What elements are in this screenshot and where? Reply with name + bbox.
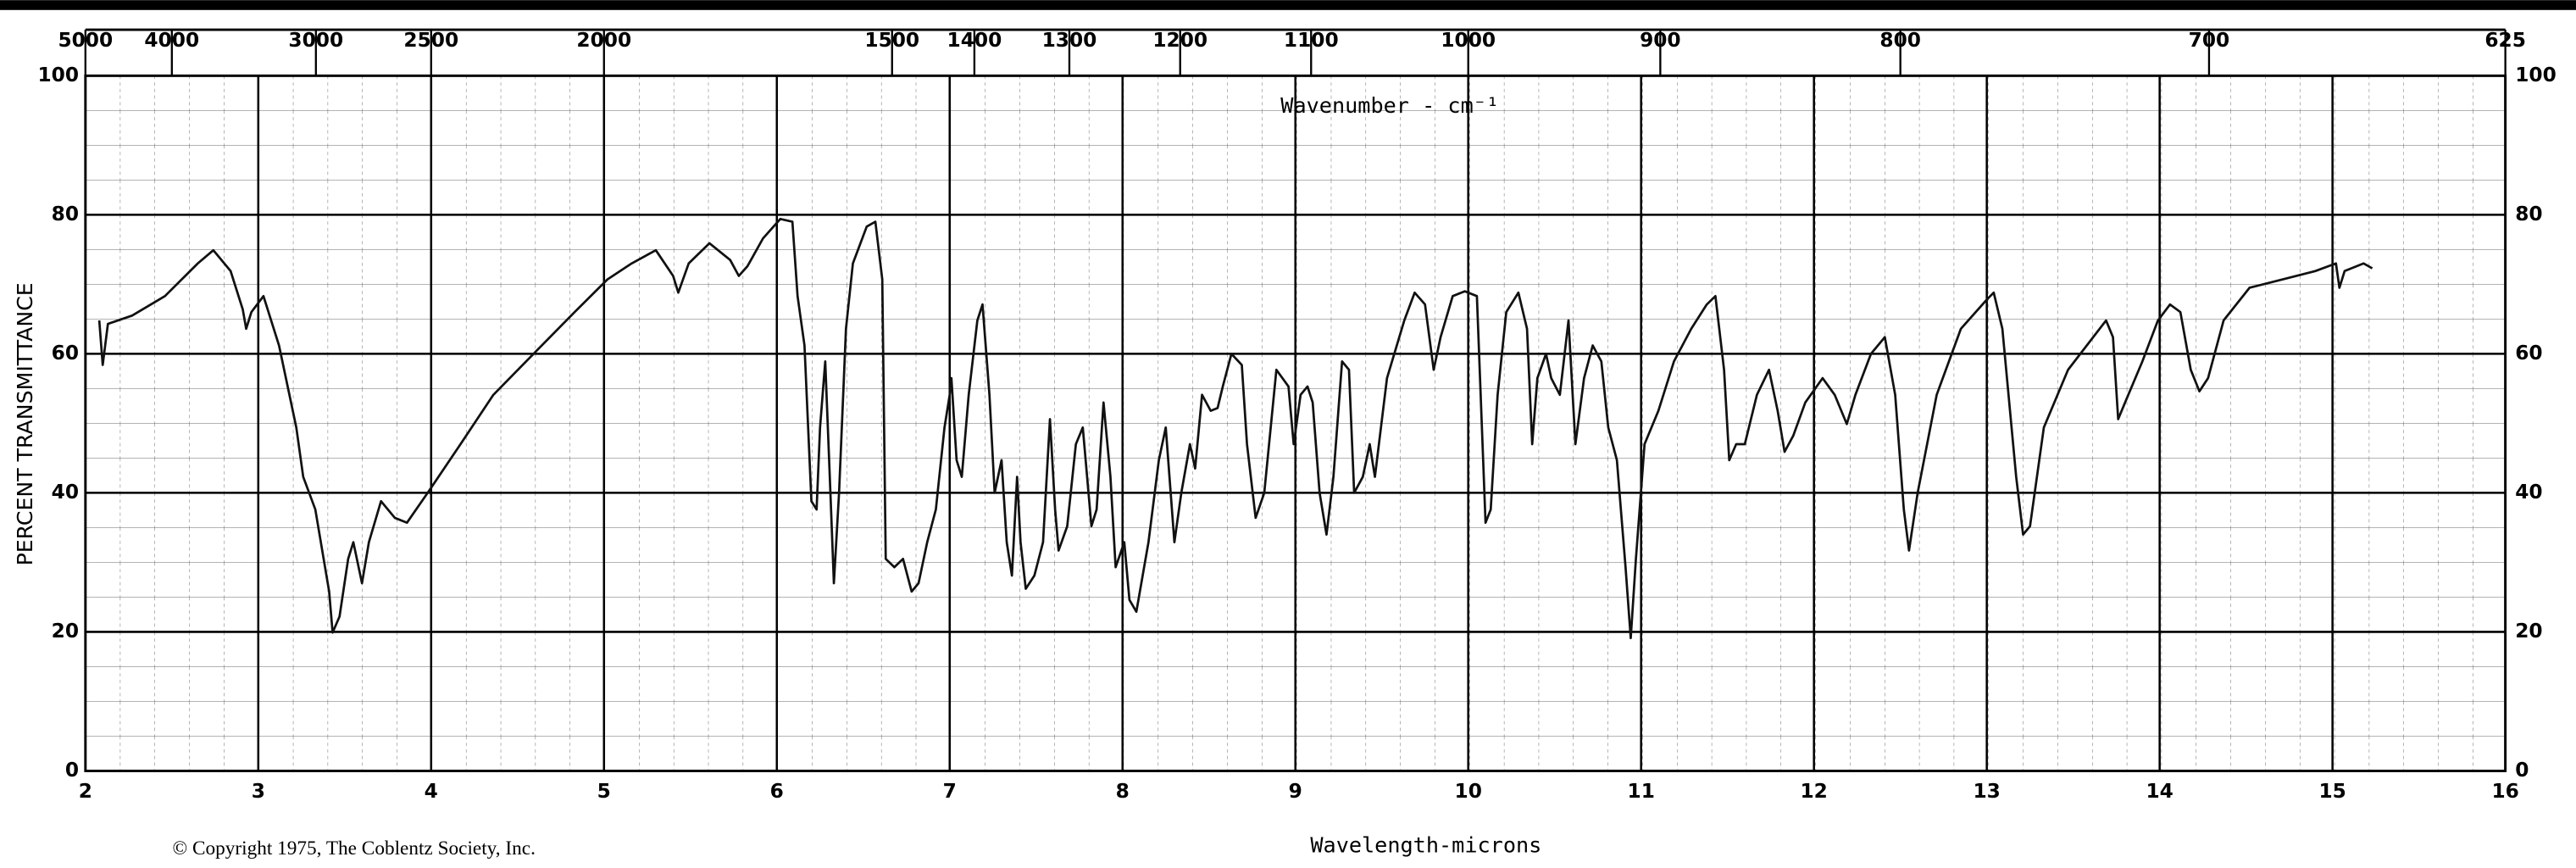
top-tick-label: 2000 xyxy=(576,29,631,52)
top-tick-label: 900 xyxy=(1640,29,1681,52)
spectrum-line xyxy=(97,217,2373,640)
y-tick-label-right: 80 xyxy=(2515,203,2542,225)
y-tick-label: 20 xyxy=(52,620,79,643)
x-tick-label: 4 xyxy=(425,780,438,803)
top-tick-label: 1500 xyxy=(864,29,919,52)
top-tick-label: 5000 xyxy=(58,29,113,52)
y-tick-label-right: 20 xyxy=(2515,620,2542,643)
top-tick-label: 2500 xyxy=(403,29,458,52)
top-tick-label: 4000 xyxy=(144,29,199,52)
top-tick-label: 1200 xyxy=(1152,29,1208,52)
y-axis-title: PERCENT TRANSMITTANCE xyxy=(13,282,37,565)
x-tick-label: 15 xyxy=(2318,780,2346,803)
top-tick-label: 1100 xyxy=(1284,29,1339,52)
y-tick-label-right: 100 xyxy=(2515,64,2557,86)
top-tick-label: 800 xyxy=(1879,29,1921,52)
x-tick-label: 7 xyxy=(943,780,957,803)
y-tick-label: 40 xyxy=(52,481,79,504)
y-tick-label-right: 40 xyxy=(2515,481,2542,504)
x-tick-label: 9 xyxy=(1289,780,1302,803)
top-tick-label: 700 xyxy=(2189,29,2230,52)
x-tick-label: 16 xyxy=(2491,780,2518,803)
x-tick-label: 11 xyxy=(1628,780,1655,803)
y-tick-label: 100 xyxy=(38,64,80,86)
top-tick-label: 1400 xyxy=(947,29,1002,52)
y-tick-label-right: 60 xyxy=(2515,342,2542,364)
top-tick-label: 3000 xyxy=(288,29,343,52)
x-tick-label: 14 xyxy=(2146,780,2173,803)
x-tick-label: 6 xyxy=(770,780,784,803)
y-tick-label: 60 xyxy=(52,342,79,364)
x-tick-label: 12 xyxy=(1801,780,1828,803)
top-tick-label: 1000 xyxy=(1441,29,1496,52)
x-tick-label: 8 xyxy=(1116,780,1130,803)
top-bar xyxy=(0,0,2576,10)
x-tick-label: 5 xyxy=(597,780,611,803)
y-tick-label: 80 xyxy=(52,203,79,225)
x-tick-label: 13 xyxy=(1973,780,2000,803)
top-axis-title: Wavenumber - cm⁻¹ xyxy=(1280,93,1499,118)
y-tick-label: 0 xyxy=(65,759,79,782)
copyright: © Copyright 1975, The Coblentz Society, … xyxy=(173,837,536,860)
top-tick-label: 1300 xyxy=(1042,29,1097,52)
x-tick-label: 10 xyxy=(1455,780,1482,803)
x-axis-title: Wavelength-microns xyxy=(1310,833,1541,858)
y-tick-label-right: 0 xyxy=(2515,759,2529,782)
top-tick-label: 625 xyxy=(2484,29,2526,52)
x-tick-label: 2 xyxy=(79,780,92,803)
x-tick-label: 3 xyxy=(252,780,265,803)
